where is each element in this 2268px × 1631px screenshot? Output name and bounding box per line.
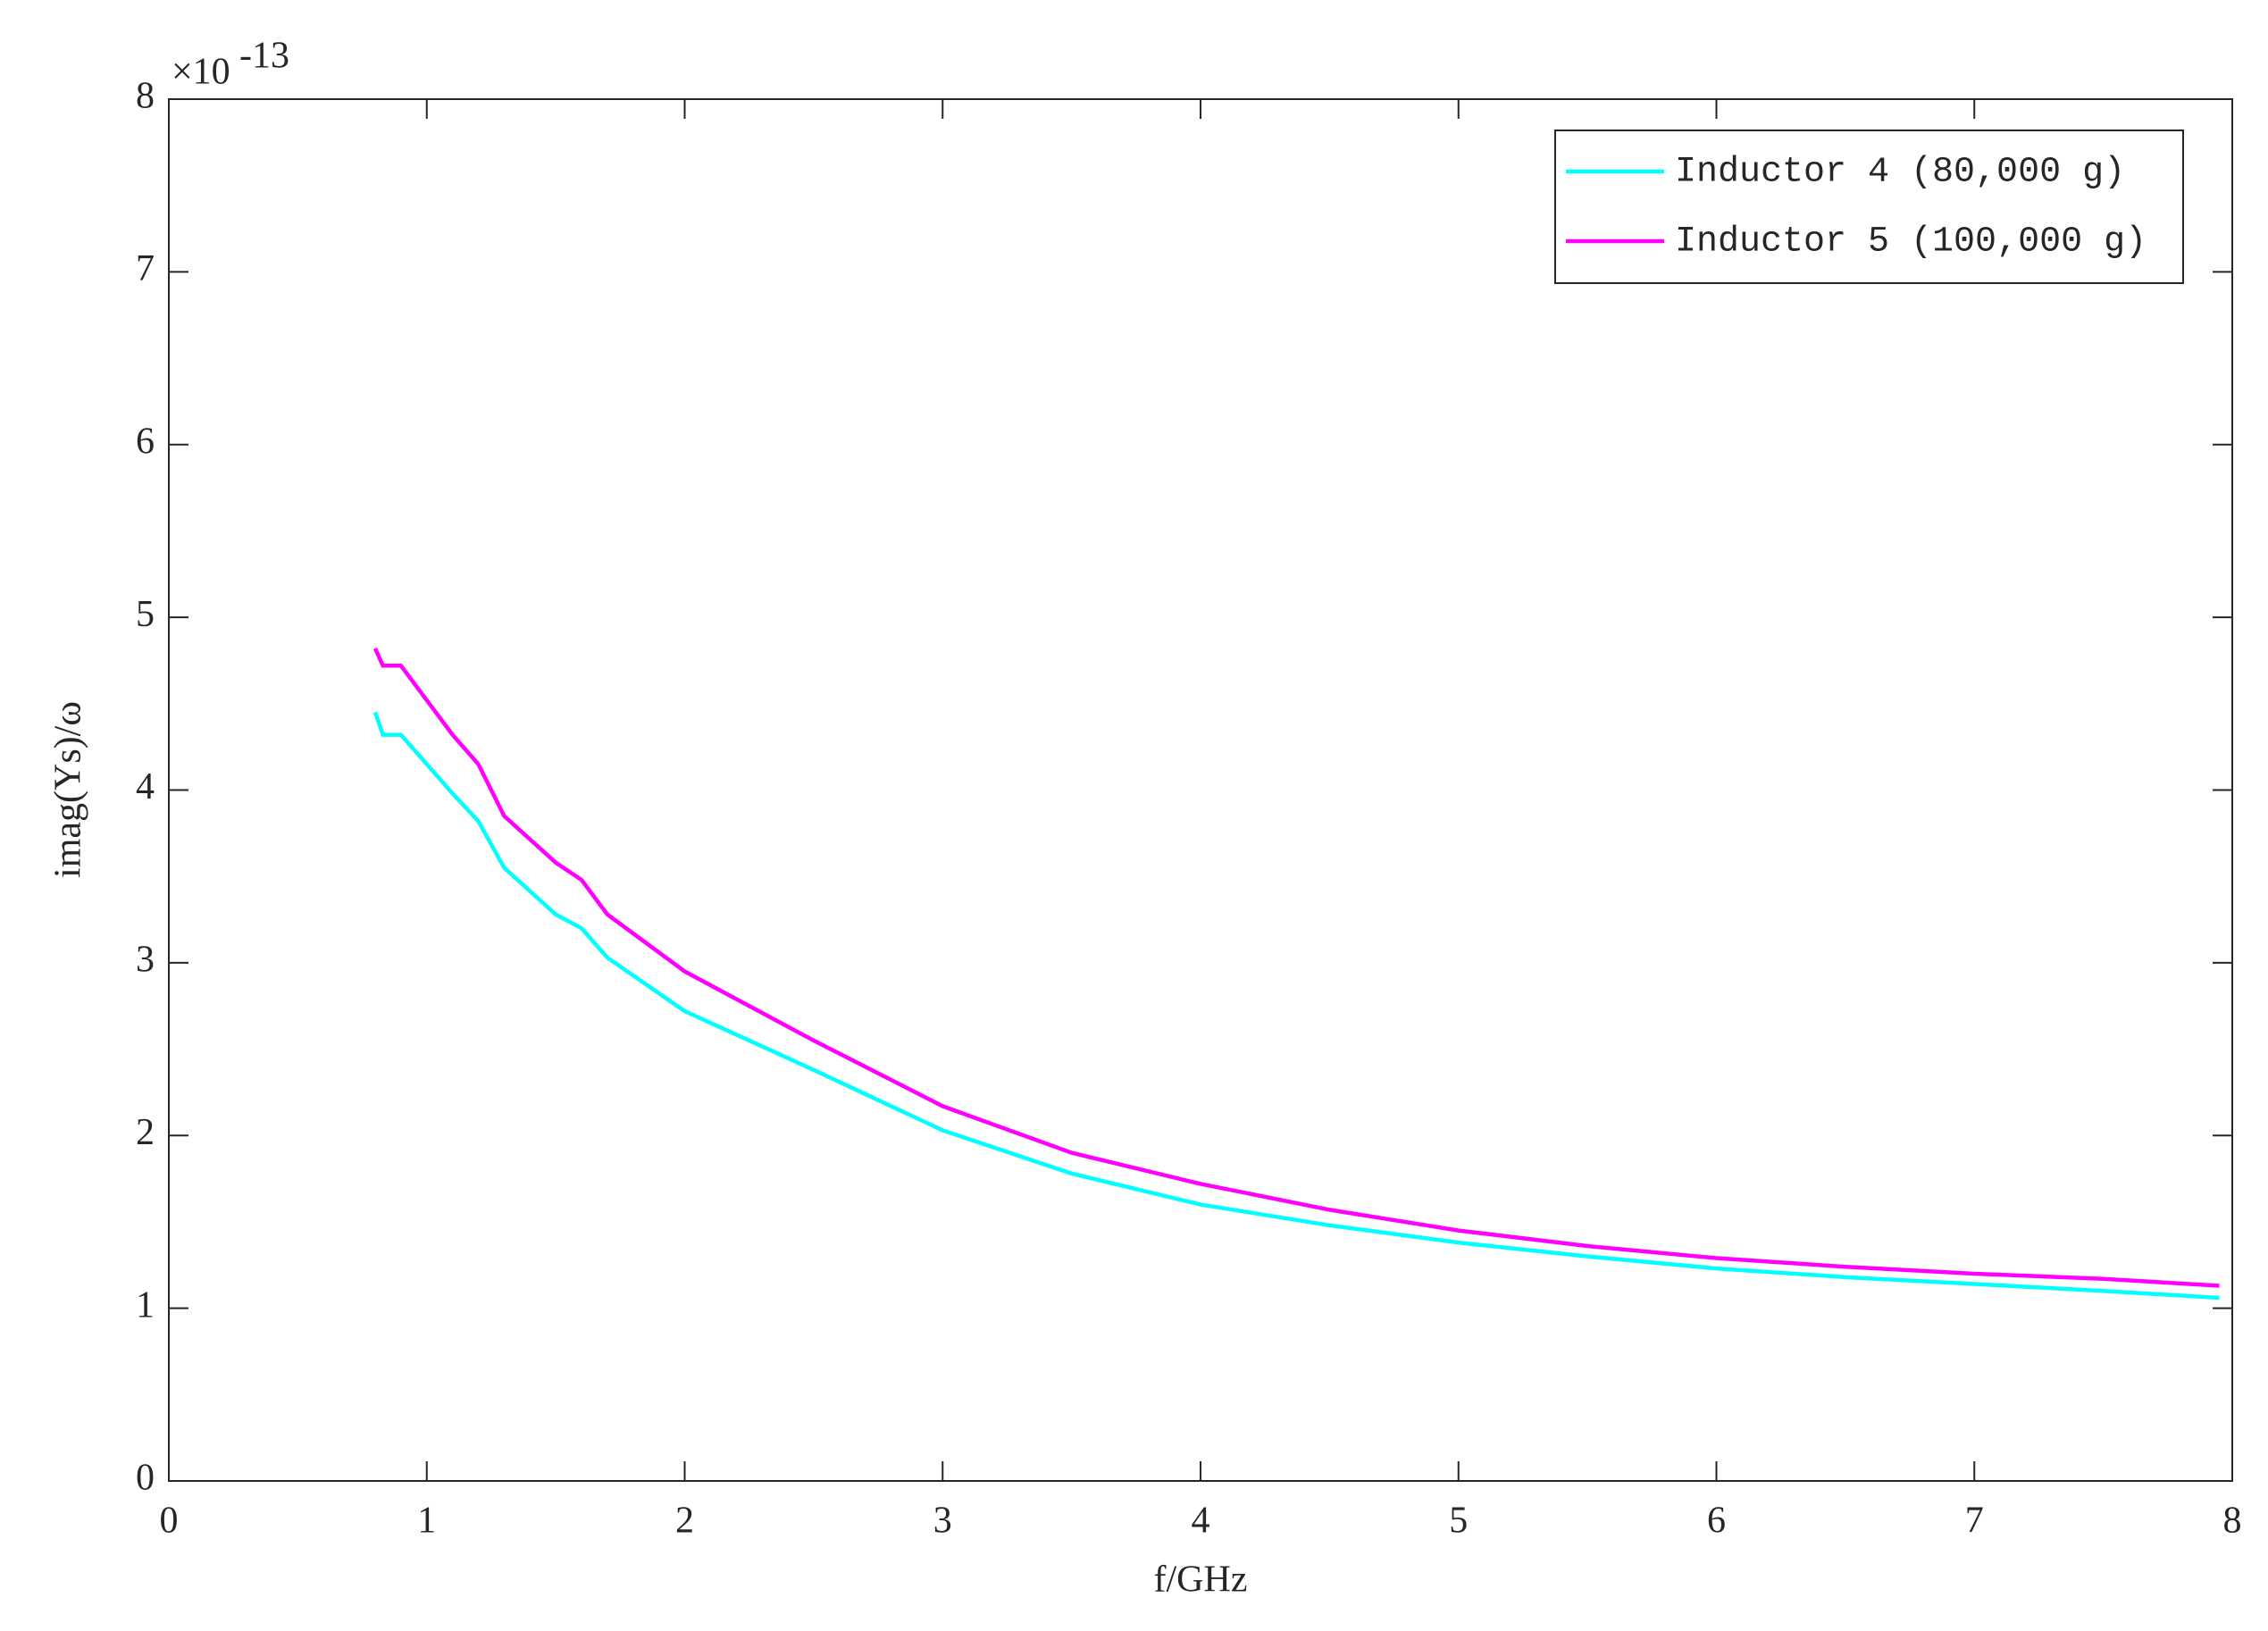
x-tick-label: 7 (1965, 1501, 1984, 1542)
legend-label: Inductor 4 (80,000 g) (1675, 153, 2125, 193)
series-line (372, 648, 2220, 1288)
multiplier-base: ×10 (172, 52, 230, 93)
x-tick-label: 2 (675, 1501, 694, 1542)
x-tick-label: 1 (417, 1501, 436, 1542)
y-tick-label: 5 (136, 594, 155, 635)
x-tick-label: 0 (160, 1501, 179, 1542)
plot-frame (168, 98, 2233, 1482)
y-tick-label: 7 (136, 248, 155, 289)
x-tick-label: 3 (933, 1501, 952, 1542)
y-tick-label: 4 (136, 766, 155, 807)
x-tick-label: 4 (1192, 1501, 1210, 1542)
multiplier-exponent: -13 (239, 36, 289, 77)
y-tick-label: 8 (136, 76, 155, 117)
x-tick-label: 6 (1707, 1501, 1726, 1542)
y-tick-label: 3 (136, 940, 155, 981)
series-line (372, 711, 2220, 1301)
y-tick-label: 0 (136, 1458, 155, 1499)
y-axis-label: imag(Ys)/ω (48, 701, 89, 878)
y-tick-label: 6 (136, 421, 155, 462)
y-tick-label: 1 (136, 1284, 155, 1326)
x-tick-label: 8 (2223, 1501, 2242, 1542)
legend-box (1554, 130, 2184, 284)
x-tick-label: 5 (1449, 1501, 1468, 1542)
legend-label: Inductor 5 (100,000 g) (1675, 222, 2147, 263)
x-axis-label: f/GHz (1154, 1560, 1248, 1601)
y-tick-label: 2 (136, 1112, 155, 1153)
